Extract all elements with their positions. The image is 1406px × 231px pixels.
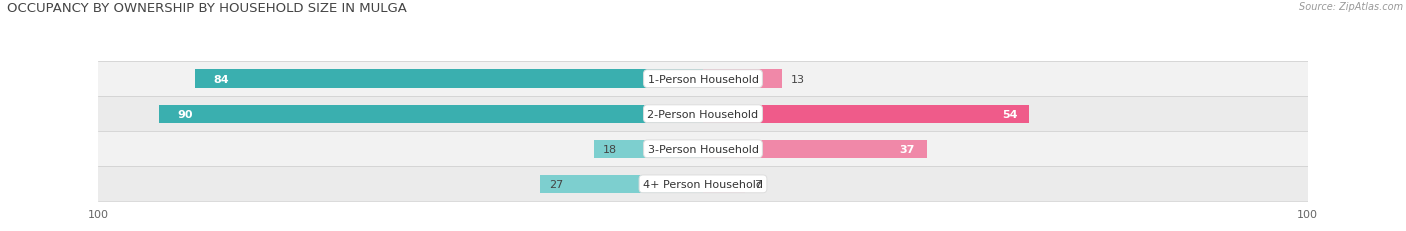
Text: 27: 27 <box>548 179 562 189</box>
Text: 90: 90 <box>177 109 193 119</box>
Bar <box>703 70 782 88</box>
Bar <box>703 175 745 193</box>
Bar <box>98 167 1308 201</box>
Text: 7: 7 <box>755 179 762 189</box>
Bar <box>703 105 1029 123</box>
Bar <box>98 62 1308 97</box>
Text: 4+ Person Household: 4+ Person Household <box>643 179 763 189</box>
Text: 84: 84 <box>214 74 229 84</box>
Text: 2-Person Household: 2-Person Household <box>647 109 759 119</box>
Text: 37: 37 <box>900 144 915 154</box>
Text: 1-Person Household: 1-Person Household <box>648 74 758 84</box>
Bar <box>98 132 1308 167</box>
Text: Source: ZipAtlas.com: Source: ZipAtlas.com <box>1299 2 1403 12</box>
Text: 3-Person Household: 3-Person Household <box>648 144 758 154</box>
Bar <box>98 97 1308 132</box>
Bar <box>703 140 927 158</box>
Text: OCCUPANCY BY OWNERSHIP BY HOUSEHOLD SIZE IN MULGA: OCCUPANCY BY OWNERSHIP BY HOUSEHOLD SIZE… <box>7 2 406 15</box>
Bar <box>540 175 703 193</box>
Bar <box>595 140 703 158</box>
Bar <box>159 105 703 123</box>
Text: 18: 18 <box>603 144 617 154</box>
Text: 54: 54 <box>1002 109 1018 119</box>
Bar <box>195 70 703 88</box>
Text: 13: 13 <box>790 74 804 84</box>
